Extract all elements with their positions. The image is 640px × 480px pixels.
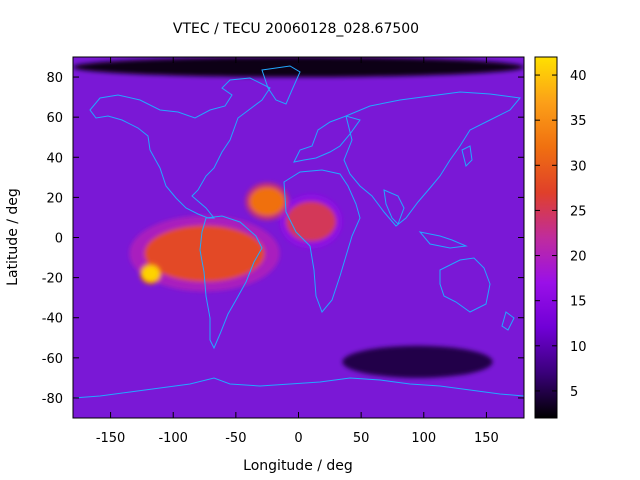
x-axis: -150 -100 -50 0 50 100 150 (96, 57, 499, 446)
x-tick-label: 100 (411, 431, 436, 446)
coast-asia (343, 91, 521, 227)
y-axis-label: Latitude / deg (5, 188, 21, 286)
heat-blob-main-anomaly (144, 225, 265, 282)
x-tick-label: -50 (225, 431, 246, 446)
x-axis-label: Longitude / deg (243, 458, 353, 474)
colorbar-tick-label: 35 (570, 114, 587, 129)
colorbar-ticks: 5 10 15 20 25 30 35 40 (535, 69, 587, 400)
y-tick-label: -60 (42, 352, 63, 367)
colorbar-tick-label: 25 (570, 204, 587, 219)
x-tick-label: 50 (353, 431, 370, 446)
colorbar-tick-label: 30 (570, 159, 587, 174)
coast-europe (293, 115, 361, 163)
colorbar-gradient (534, 56, 558, 419)
coast-japan (461, 145, 473, 167)
coast-south-america (199, 215, 263, 350)
coastlines (73, 65, 524, 399)
x-tick-label: -150 (96, 431, 126, 446)
heatmap-area: 'Vtec_ (73, 57, 524, 418)
heat-blob-low-north-pole (73, 57, 524, 78)
colorbar-tick-label: 10 (570, 340, 587, 355)
colorbar-tick-label: 5 (570, 385, 578, 400)
heatmap-field (73, 57, 524, 378)
colorbar-tick-label: 15 (570, 295, 587, 310)
y-tick-label: -40 (42, 312, 63, 327)
y-tick-label: -80 (42, 392, 63, 407)
coast-greenland (261, 65, 301, 105)
colorbar-tick-label: 20 (570, 250, 587, 265)
coast-indonesia (418, 231, 468, 249)
x-tick-label: 150 (474, 431, 499, 446)
x-tick-label: -100 (158, 431, 188, 446)
heat-blob-low-antarctic-ocean (342, 345, 493, 378)
coast-north-america (89, 77, 271, 219)
coast-new-zealand (501, 311, 515, 331)
y-tick-label: 80 (46, 71, 63, 86)
coast-antarctica (73, 377, 524, 399)
heat-blob-africa-extension (285, 201, 337, 242)
coast-australia (439, 257, 491, 313)
chart-title: VTEC / TECU 20060128_028.67500 (173, 21, 419, 37)
y-tick-label: 20 (46, 191, 63, 206)
heat-blob-peak-atlantic (249, 187, 285, 216)
y-axis: -80 -60 -40 -20 0 20 40 60 80 (42, 71, 524, 407)
y-tick-label: 60 (46, 111, 63, 126)
coast-india (383, 189, 405, 225)
y-tick-label: -20 (42, 272, 63, 287)
y-tick-label: 40 (46, 151, 63, 166)
colorbar: 5 10 15 20 25 30 35 40 (534, 56, 587, 419)
x-tick-label: 0 (294, 431, 302, 446)
coast-africa (283, 169, 361, 313)
colorbar-tick-label: 40 (570, 69, 587, 84)
y-tick-label: 0 (55, 232, 63, 247)
heat-blob-peak-south-pacific (141, 265, 160, 282)
